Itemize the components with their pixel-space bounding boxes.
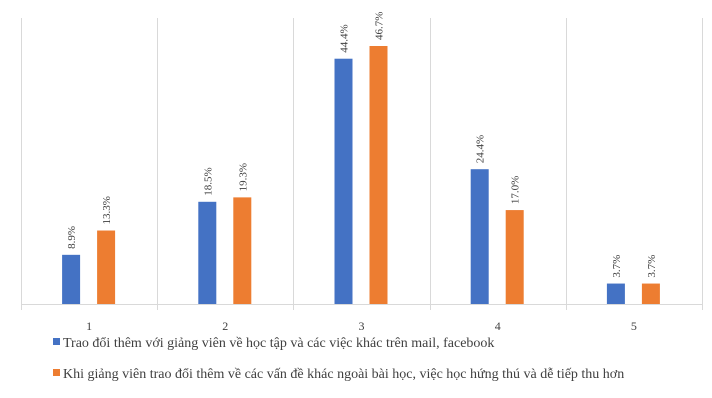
legend-swatch-1 [53, 338, 60, 345]
x-tick-label-5: 5 [631, 319, 637, 333]
x-axis-ticks: 1 2 3 4 5 [86, 319, 637, 333]
legend-swatch-2 [53, 369, 60, 376]
data-label-series-1-cat-5: 3.7% [611, 255, 623, 278]
bar-series-1-cat-4 [470, 169, 489, 304]
data-label-series-2-cat-2: 19.3% [237, 163, 249, 191]
bar-series-2-cat-4 [505, 210, 524, 304]
bars [62, 46, 660, 305]
x-tick-label-2: 2 [222, 319, 228, 333]
data-label-series-2-cat-3: 46.7% [374, 12, 386, 40]
legend: Trao đổi thêm với giảng viên về học tập … [53, 336, 624, 382]
x-tick-label-4: 4 [495, 319, 501, 333]
bar-series-2-cat-2 [233, 197, 252, 304]
data-label-series-1-cat-3: 44.4% [339, 24, 351, 52]
data-label-series-1-cat-4: 24.4% [475, 135, 487, 163]
legend-label-2: Khi giảng viên trao đổi thêm về các vấn … [63, 367, 624, 382]
bar-series-2-cat-5 [641, 283, 660, 304]
data-labels: 8.9% 13.3% 18.5% 19.3% 44.4% 46.7% 24.4% 17.0% 3… [66, 12, 658, 278]
legend-label-1: Trao đổi thêm với giảng viên về học tập … [63, 336, 494, 351]
bar-series-1-cat-2 [198, 201, 217, 304]
bar-series-2-cat-3 [369, 46, 388, 304]
data-label-series-2-cat-4: 17.0% [510, 176, 522, 204]
x-tick-label-3: 3 [359, 319, 365, 333]
bar-series-1-cat-3 [334, 58, 353, 305]
data-label-series-1-cat-2: 18.5% [202, 167, 214, 195]
bar-series-1-cat-1 [62, 254, 81, 304]
bar-series-1-cat-5 [606, 283, 625, 304]
data-label-series-2-cat-5: 3.7% [646, 255, 658, 278]
gridlines [21, 18, 703, 310]
data-label-series-1-cat-1: 8.9% [66, 226, 78, 249]
x-tick-label-1: 1 [86, 319, 92, 333]
bar-series-2-cat-1 [97, 230, 116, 304]
data-label-series-2-cat-1: 13.3% [101, 196, 113, 224]
